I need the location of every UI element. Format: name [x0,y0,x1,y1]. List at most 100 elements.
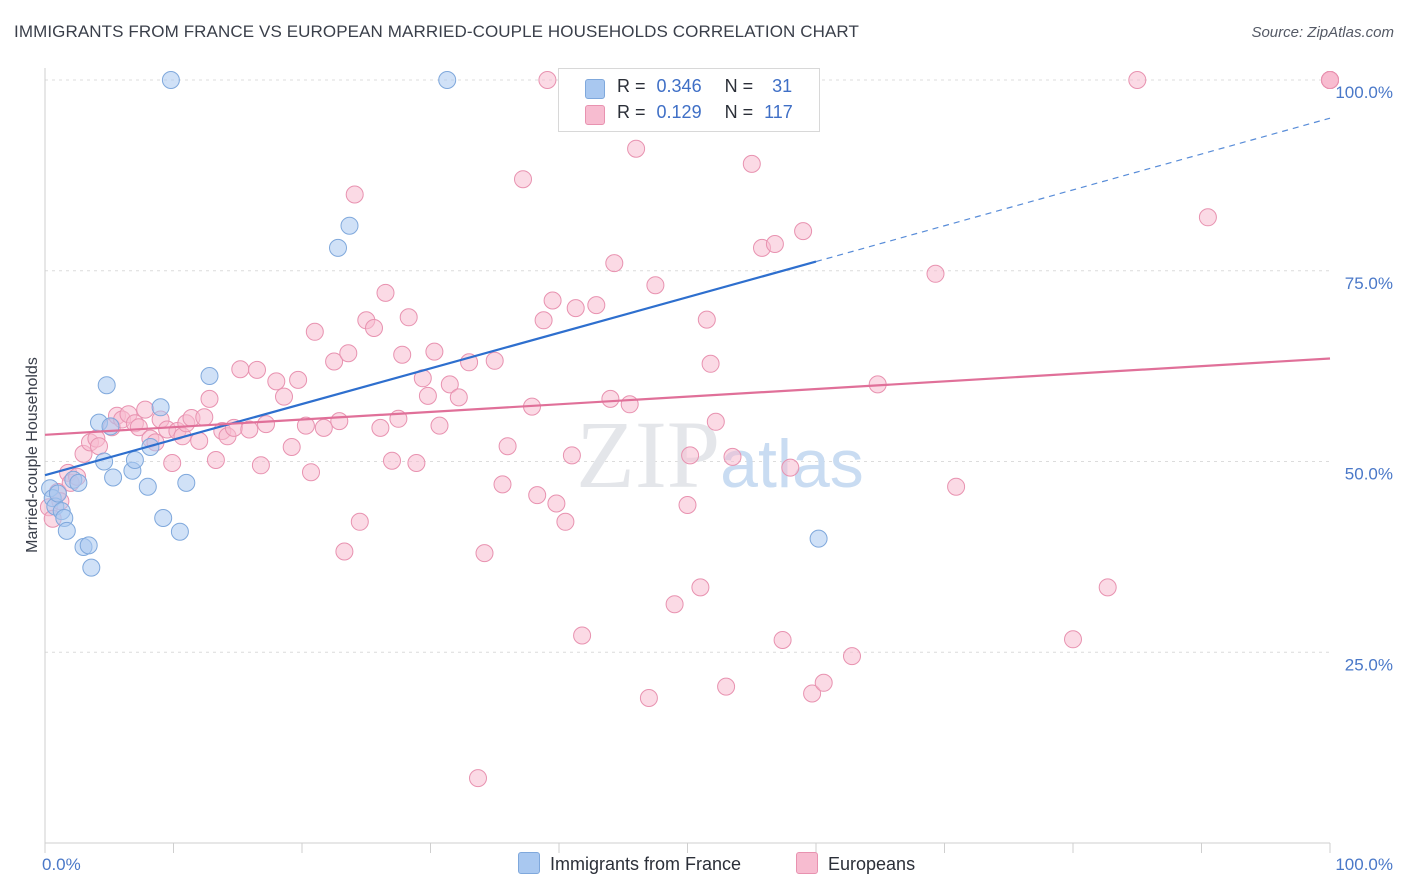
bottom-legend-label-france: Immigrants from France [550,854,742,874]
europeans-point [701,354,720,373]
europeans-point [275,387,293,406]
europeans-point [282,438,301,456]
france-point [200,367,219,385]
bottom-legend-label-europeans: Europeans [828,854,916,874]
europeans-point [289,370,308,389]
legend-n-value: 117 [764,102,793,122]
europeans-point [538,71,557,89]
trend-lines [44,117,1331,477]
europeans-point [418,386,437,405]
europeans-point [1321,71,1339,89]
y-tick-label: 100.0% [1335,83,1393,102]
europeans-point [794,222,813,241]
europeans-point [240,420,259,439]
france-point [97,376,116,395]
france-point [340,216,359,235]
france-point [82,558,101,577]
europeans-point [248,360,266,379]
europeans-point [556,512,575,531]
europeans-point [305,322,324,341]
x-tick-label: 100.0% [1335,855,1393,874]
france-point [177,473,196,492]
y-tick-label: 50.0% [1345,465,1393,484]
europeans-point [163,454,182,472]
axes [44,68,1331,853]
europeans-point [498,437,517,456]
europeans-point [267,372,286,391]
europeans-point [681,446,700,465]
europeans-point [587,296,606,315]
europeans-point [678,496,697,514]
europeans-point [814,673,833,692]
france-trend-line [44,260,817,477]
legend-n-label: N = [724,102,754,122]
europeans-point [302,463,320,482]
europeans-point [371,418,390,437]
europeans-point [335,542,354,561]
y-tick-label: 75.0% [1345,274,1393,293]
europeans-point [566,299,585,318]
europeans-point [665,595,684,614]
europeans-point [475,544,494,563]
europeans-point [639,689,658,707]
europeans-point [449,388,468,407]
france-trend-extension [815,117,1331,263]
europeans-trend-line [44,357,1331,436]
bottom-legend-swatch-france [518,852,540,874]
europeans-point [742,154,761,173]
france-point [161,71,180,89]
europeans-point [528,486,547,505]
chart-title: IMMIGRANTS FROM FRANCE VS EUROPEAN MARRI… [14,22,859,41]
france-point [154,509,173,527]
europeans-point [803,684,822,703]
europeans-point [620,395,639,414]
france-point [138,477,157,496]
y-tick-label: 25.0% [1345,655,1393,674]
france-point [79,536,98,555]
legend-r-label: R = [617,102,646,122]
europeans-point [514,170,532,189]
y-axis-label: Married-couple Households [24,357,41,553]
europeans-point [1064,630,1082,649]
europeans-point [627,139,646,158]
europeans-point [534,311,553,330]
legend-r-value: 0.129 [656,102,702,122]
bottom-legend-france: Immigrants from France [518,852,741,875]
legend-n-label: N = [724,76,754,96]
europeans-point [773,631,792,649]
europeans-points [39,71,1339,788]
europeans-point [601,389,620,408]
europeans-point [296,416,315,435]
europeans-point [350,512,369,531]
europeans-point [717,677,736,696]
watermark: ZIPatlas [576,401,864,508]
legend-swatch-france [585,79,605,99]
legend-swatch-europeans [585,105,605,125]
europeans-point [376,283,395,302]
legend-r-value: 0.346 [656,76,702,96]
europeans-point [330,412,349,431]
europeans-point [1198,208,1217,227]
europeans-point [407,454,426,472]
europeans-point [257,415,275,434]
europeans-point [314,418,333,437]
europeans-point [430,416,449,435]
europeans-point [697,310,716,329]
france-point [104,468,123,487]
europeans-point [393,345,412,364]
europeans-point [365,319,383,337]
europeans-point [399,308,418,327]
europeans-point [440,375,459,394]
france-points [41,71,828,577]
europeans-point [90,437,108,456]
europeans-point [947,477,966,496]
france-point [48,484,67,503]
europeans-point [493,475,512,494]
europeans-point [1098,578,1117,597]
source-label: Source: ZipAtlas.com [1251,24,1394,41]
europeans-point [136,400,155,419]
europeans-point [195,408,214,427]
legend-r-label: R = [617,76,646,96]
europeans-point [339,344,358,363]
